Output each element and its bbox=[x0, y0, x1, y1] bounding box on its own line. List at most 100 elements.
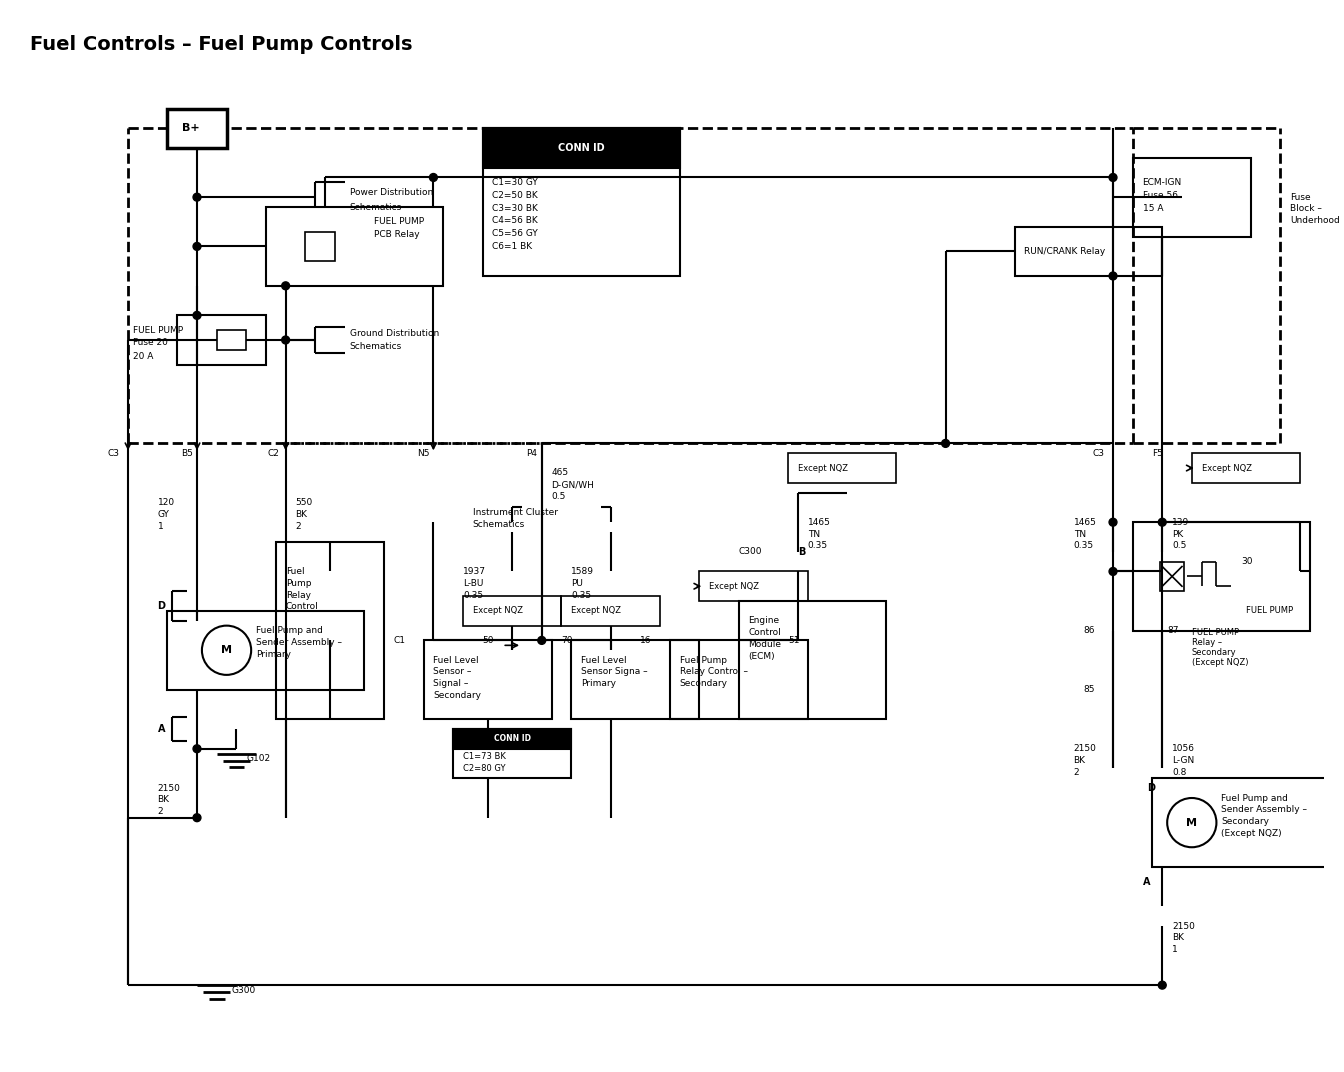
Text: Primary: Primary bbox=[257, 650, 292, 658]
Text: Ground Distribution: Ground Distribution bbox=[349, 329, 439, 338]
Text: Instrument Cluster: Instrument Cluster bbox=[473, 508, 558, 517]
Text: Fuse 56: Fuse 56 bbox=[1142, 191, 1177, 199]
Bar bbox=[177, 315, 266, 364]
Bar bbox=[462, 596, 562, 626]
Text: FUEL PUMP: FUEL PUMP bbox=[374, 218, 425, 226]
Text: Schematics: Schematics bbox=[473, 520, 526, 528]
Text: 0.8: 0.8 bbox=[1172, 768, 1187, 777]
Circle shape bbox=[1159, 981, 1167, 989]
Text: Sender Assembly –: Sender Assembly – bbox=[1222, 805, 1308, 815]
Bar bbox=[423, 640, 551, 719]
Text: G102: G102 bbox=[246, 754, 270, 763]
Circle shape bbox=[1109, 518, 1117, 526]
Text: FUEL PUMP: FUEL PUMP bbox=[1246, 607, 1293, 615]
Text: 120: 120 bbox=[157, 498, 175, 507]
Text: Secondary: Secondary bbox=[1222, 817, 1269, 827]
Text: BK: BK bbox=[1074, 756, 1086, 765]
Text: B5: B5 bbox=[181, 449, 194, 458]
Bar bbox=[1133, 158, 1251, 237]
Bar bbox=[699, 571, 808, 601]
Text: 87: 87 bbox=[1167, 626, 1179, 635]
Text: 1465: 1465 bbox=[1074, 518, 1097, 526]
Text: Sender Assembly –: Sender Assembly – bbox=[257, 638, 343, 646]
Text: 2150: 2150 bbox=[157, 784, 180, 792]
Circle shape bbox=[282, 282, 289, 289]
Bar bbox=[266, 207, 444, 286]
Text: 50: 50 bbox=[482, 636, 495, 645]
Circle shape bbox=[942, 440, 949, 447]
Text: Fuel: Fuel bbox=[286, 567, 304, 576]
Text: C3=30 BK: C3=30 BK bbox=[492, 204, 539, 212]
Circle shape bbox=[194, 312, 202, 319]
Text: C1=73 BK: C1=73 BK bbox=[462, 753, 505, 761]
Text: BK: BK bbox=[296, 510, 308, 519]
Text: PK: PK bbox=[1172, 530, 1183, 538]
Bar bbox=[1192, 453, 1300, 482]
Text: Sensor Signa –: Sensor Signa – bbox=[581, 668, 648, 676]
Text: C1: C1 bbox=[394, 636, 406, 645]
Text: 86: 86 bbox=[1083, 626, 1095, 635]
Text: Signal –: Signal – bbox=[433, 680, 469, 688]
Text: 30: 30 bbox=[1241, 557, 1253, 566]
Text: Fuel Pump and: Fuel Pump and bbox=[1222, 793, 1289, 803]
Text: 2150: 2150 bbox=[1074, 744, 1097, 754]
Text: PCB Relay: PCB Relay bbox=[374, 230, 419, 239]
Bar bbox=[1133, 522, 1310, 630]
Text: Power Distribution: Power Distribution bbox=[349, 188, 433, 197]
Text: D-GN/WH: D-GN/WH bbox=[551, 480, 594, 489]
Text: Secondary: Secondary bbox=[680, 680, 727, 688]
Text: C4=56 BK: C4=56 BK bbox=[492, 217, 538, 225]
Bar bbox=[168, 108, 227, 148]
Text: 0.35: 0.35 bbox=[1074, 541, 1094, 550]
Circle shape bbox=[1109, 567, 1117, 576]
Text: RUN/CRANK Relay: RUN/CRANK Relay bbox=[1024, 247, 1106, 256]
Bar bbox=[1152, 778, 1329, 867]
Text: TN: TN bbox=[808, 530, 820, 538]
Text: 1: 1 bbox=[1172, 946, 1177, 954]
Text: BK: BK bbox=[157, 795, 169, 804]
Bar bbox=[453, 729, 571, 748]
Text: C6=1 BK: C6=1 BK bbox=[492, 242, 532, 251]
Text: Fuel Controls – Fuel Pump Controls: Fuel Controls – Fuel Pump Controls bbox=[30, 35, 413, 54]
Text: CONN ID: CONN ID bbox=[558, 143, 605, 153]
Text: 0.35: 0.35 bbox=[808, 541, 828, 550]
Text: C2: C2 bbox=[267, 449, 280, 458]
Text: M: M bbox=[220, 645, 233, 655]
Text: Secondary: Secondary bbox=[1192, 647, 1236, 657]
Bar bbox=[276, 542, 384, 719]
Text: 85: 85 bbox=[1083, 685, 1095, 695]
Text: C1=30 GY: C1=30 GY bbox=[492, 178, 538, 187]
Text: FUEL PUMP: FUEL PUMP bbox=[133, 326, 183, 334]
Text: 550: 550 bbox=[296, 498, 313, 507]
Text: PU: PU bbox=[571, 579, 583, 587]
Text: C3: C3 bbox=[108, 449, 120, 458]
Text: Module: Module bbox=[749, 640, 782, 649]
Text: Relay Control –: Relay Control – bbox=[680, 668, 747, 676]
Text: D: D bbox=[157, 601, 165, 611]
Text: Relay: Relay bbox=[286, 591, 310, 599]
Bar bbox=[482, 129, 680, 276]
Text: Block –: Block – bbox=[1290, 205, 1322, 213]
Text: Except NQZ: Except NQZ bbox=[473, 607, 523, 615]
Text: 1937: 1937 bbox=[462, 567, 487, 576]
Circle shape bbox=[282, 336, 289, 344]
Bar bbox=[571, 640, 699, 719]
Text: GY: GY bbox=[157, 510, 169, 519]
Text: Fuel Level: Fuel Level bbox=[581, 656, 626, 665]
Circle shape bbox=[1159, 518, 1167, 526]
Text: Fuel Level: Fuel Level bbox=[433, 656, 478, 665]
Text: Pump: Pump bbox=[286, 579, 312, 587]
Text: Fuel Pump and: Fuel Pump and bbox=[257, 626, 323, 635]
Text: L-BU: L-BU bbox=[462, 579, 484, 587]
Bar bbox=[453, 729, 571, 778]
Text: Control: Control bbox=[286, 602, 319, 611]
Text: 2150: 2150 bbox=[1172, 922, 1195, 930]
Text: 51: 51 bbox=[788, 636, 800, 645]
Text: Underhood: Underhood bbox=[1290, 217, 1340, 225]
Text: Except NQZ: Except NQZ bbox=[798, 463, 848, 473]
Bar bbox=[739, 601, 887, 719]
Text: 70: 70 bbox=[562, 636, 573, 645]
Text: Except NQZ: Except NQZ bbox=[1202, 463, 1251, 473]
Text: 20 A: 20 A bbox=[133, 353, 153, 361]
Text: 0.5: 0.5 bbox=[1172, 541, 1187, 550]
